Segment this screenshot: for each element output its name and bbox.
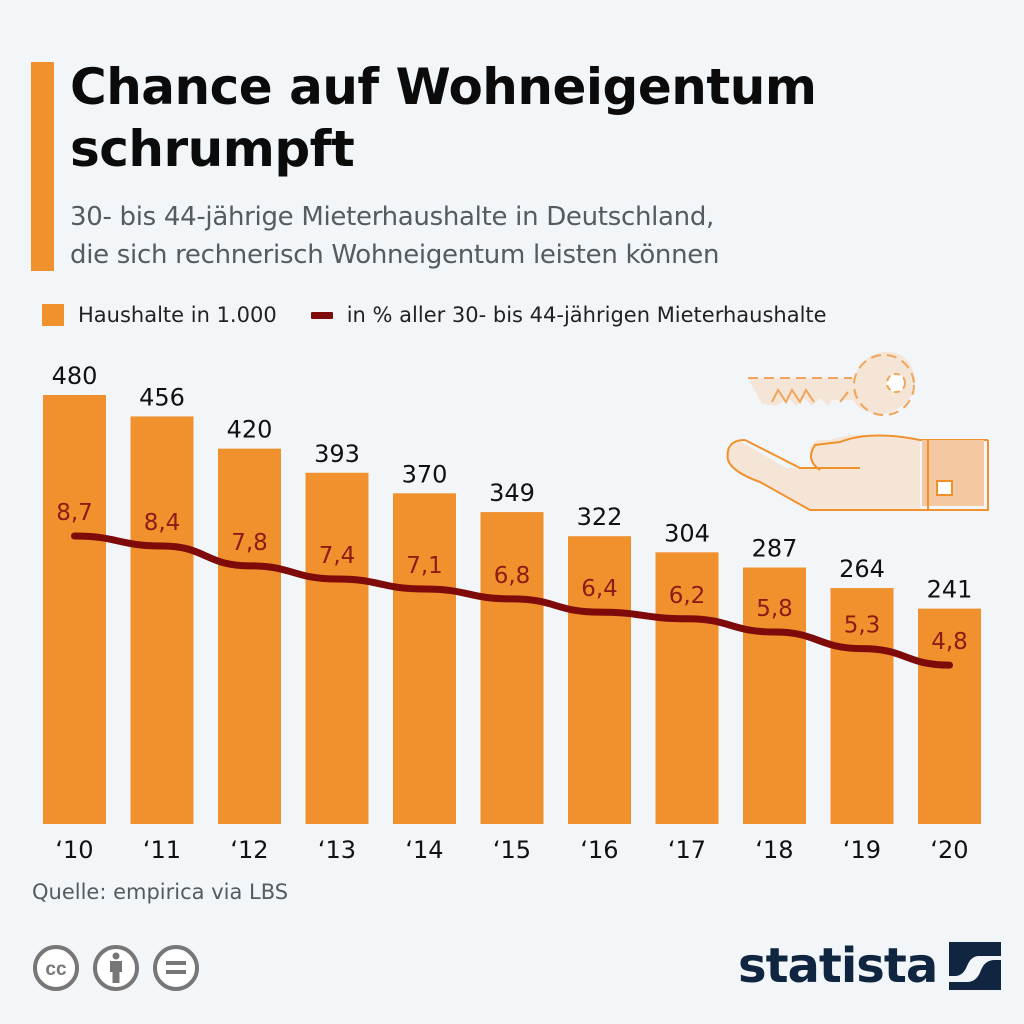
x-tick-label: ‘12 — [230, 836, 268, 864]
bar — [393, 493, 456, 824]
bar-value-label: 393 — [314, 440, 360, 468]
x-tick-label: ‘13 — [318, 836, 356, 864]
key-icon — [748, 351, 916, 416]
x-tick-label: ‘19 — [843, 836, 881, 864]
bar-value-label: 456 — [139, 383, 185, 411]
bar-value-label: 322 — [577, 503, 623, 531]
license-icons: cc — [32, 944, 200, 992]
x-tick-label: ‘14 — [405, 836, 443, 864]
x-tick-label: ‘16 — [580, 836, 618, 864]
subtitle-line-2: die sich rechnerisch Wohneigentum leiste… — [70, 240, 720, 270]
x-tick-label: ‘20 — [930, 836, 968, 864]
line-value-label: 8,4 — [144, 510, 181, 536]
title-accent-bar — [31, 62, 54, 271]
line-value-label: 5,3 — [844, 613, 881, 639]
hand-icon — [726, 434, 989, 511]
bar — [43, 395, 106, 824]
bar-value-label: 241 — [927, 576, 973, 604]
bar — [655, 552, 719, 824]
source-note: Quelle: empirica via LBS — [32, 880, 289, 904]
line-value-label: 5,8 — [756, 596, 793, 622]
bar — [218, 448, 281, 824]
line-value-label: 7,8 — [231, 530, 268, 556]
x-tick-label: ‘10 — [55, 836, 93, 864]
line-value-label: 6,8 — [494, 563, 531, 589]
bar-value-label: 304 — [664, 519, 710, 547]
legend: Haushalte in 1.000 in % aller 30- bis 44… — [42, 298, 827, 332]
x-tick-label: ‘18 — [755, 836, 793, 864]
legend-bar-swatch — [42, 304, 64, 326]
bar — [918, 608, 981, 824]
line-value-label: 6,4 — [581, 576, 618, 602]
subtitle-line-1: 30- bis 44-jährige Mieterhaushalte in De… — [70, 202, 715, 232]
bar — [743, 567, 806, 824]
legend-line-label: in % aller 30- bis 44-jährigen Mieterhau… — [346, 303, 827, 327]
percent-line — [71, 532, 953, 669]
statista-logo-icon — [949, 942, 1002, 990]
bar — [568, 536, 631, 824]
bar-value-label: 480 — [52, 362, 98, 390]
bar — [480, 512, 544, 824]
legend-line-swatch — [310, 311, 333, 319]
bar-value-label: 264 — [839, 555, 885, 583]
cc-icon[interactable]: cc — [32, 944, 80, 992]
by-attribution-icon[interactable] — [92, 944, 140, 992]
x-tick-label: ‘15 — [493, 836, 531, 864]
svg-text:cc: cc — [45, 959, 67, 980]
statista-logo[interactable]: statista — [738, 936, 1002, 996]
no-derivatives-icon[interactable] — [152, 944, 200, 992]
bar-value-label: 349 — [489, 479, 535, 507]
line-value-label: 6,2 — [669, 583, 706, 609]
bar — [830, 588, 894, 824]
bar-value-label: 287 — [752, 534, 798, 562]
bar — [305, 472, 369, 824]
x-tick-label: ‘17 — [668, 836, 706, 864]
chart-subtitle: 30- bis 44-jährige Mieterhaushalte in De… — [70, 198, 970, 274]
line-value-label: 7,4 — [319, 543, 356, 569]
line-value-label: 4,8 — [931, 629, 968, 655]
line-value-label: 7,1 — [406, 553, 443, 579]
line-value-label: 8,7 — [56, 500, 93, 526]
chart-title: Chance auf Wohneigentum schrumpft — [70, 58, 817, 178]
bar-value-label: 420 — [227, 416, 273, 444]
brand-name: statista — [738, 938, 938, 994]
bar-value-label: 370 — [402, 460, 448, 488]
bar — [130, 416, 194, 824]
legend-bar-label: Haushalte in 1.000 — [78, 303, 277, 327]
x-tick-label: ‘11 — [143, 836, 181, 864]
